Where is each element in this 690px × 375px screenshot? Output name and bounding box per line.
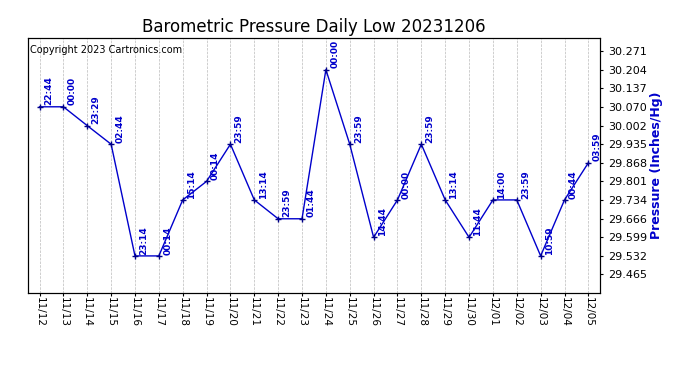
Text: 01:44: 01:44 [306, 189, 315, 218]
Text: 14:00: 14:00 [497, 170, 506, 198]
Text: 00:00: 00:00 [68, 77, 77, 105]
Text: 23:29: 23:29 [92, 96, 101, 124]
Text: 13:14: 13:14 [449, 170, 458, 198]
Text: 23:59: 23:59 [235, 114, 244, 143]
Text: 23:59: 23:59 [354, 114, 363, 143]
Text: 10:59: 10:59 [545, 226, 554, 255]
Text: 03:59: 03:59 [593, 133, 602, 161]
Text: 00:00: 00:00 [402, 170, 411, 198]
Text: 14:44: 14:44 [378, 207, 387, 236]
Text: 13:14: 13:14 [259, 170, 268, 198]
Title: Barometric Pressure Daily Low 20231206: Barometric Pressure Daily Low 20231206 [142, 18, 486, 36]
Text: 23:59: 23:59 [521, 170, 530, 198]
Text: 00:44: 00:44 [569, 170, 578, 198]
Text: 23:59: 23:59 [426, 114, 435, 143]
Text: 00:00: 00:00 [331, 40, 339, 68]
Text: Copyright 2023 Cartronics.com: Copyright 2023 Cartronics.com [30, 45, 183, 55]
Text: 22:44: 22:44 [44, 76, 53, 105]
Text: 15:14: 15:14 [187, 170, 196, 198]
Text: 00:14: 00:14 [163, 226, 172, 255]
Text: 23:14: 23:14 [139, 226, 148, 255]
Text: 23:59: 23:59 [282, 189, 291, 218]
Text: 11:44: 11:44 [473, 207, 482, 236]
Text: 02:44: 02:44 [115, 114, 124, 143]
Text: 00:14: 00:14 [211, 152, 220, 180]
Y-axis label: Pressure (Inches/Hg): Pressure (Inches/Hg) [650, 91, 663, 239]
